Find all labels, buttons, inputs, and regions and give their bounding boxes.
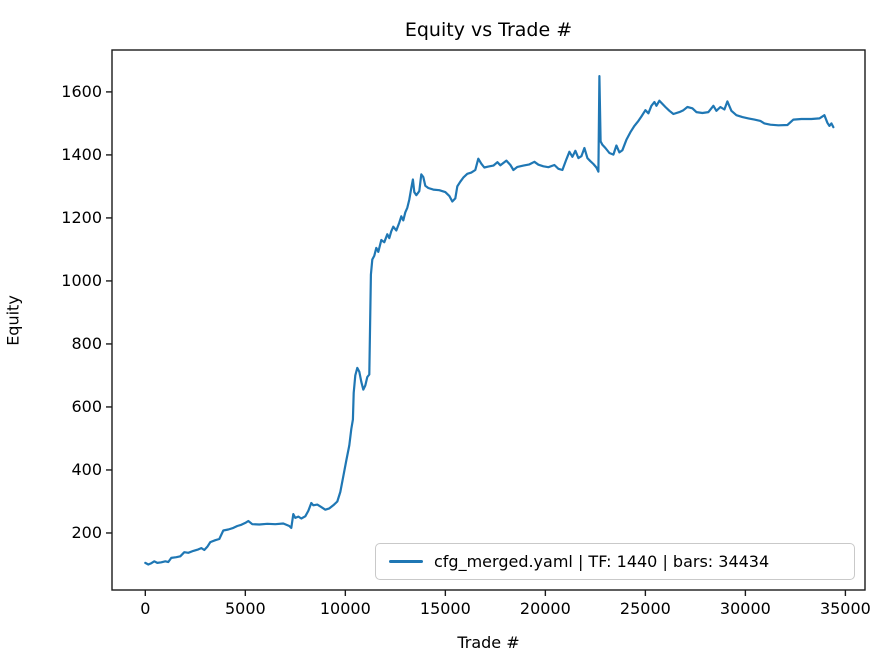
y-tick-label: 1600: [61, 81, 102, 101]
legend-line-sample: [389, 560, 423, 563]
y-tick-label: 600: [71, 396, 102, 416]
chart-title: Equity vs Trade #: [404, 19, 573, 41]
y-tick-label: 1200: [61, 207, 102, 227]
x-tick-label: 25000: [619, 599, 671, 618]
tick-marks: [106, 91, 847, 596]
x-tick-label: 35000: [819, 599, 871, 618]
y-tick-label: 400: [71, 459, 102, 479]
legend-label: cfg_merged.yaml | TF: 1440 | bars: 34434: [434, 552, 770, 571]
x-tick-label: 5000: [224, 599, 266, 618]
axis-spines: [111, 49, 866, 591]
x-tick-label: 0: [140, 599, 151, 618]
y-tick-label: 1000: [61, 270, 102, 290]
legend: cfg_merged.yaml | TF: 1440 | bars: 34434: [375, 543, 855, 580]
y-tick-label: 800: [71, 333, 102, 353]
x-tick-label: 15000: [419, 599, 471, 618]
equity-line: [144, 74, 835, 566]
x-tick-label: 30000: [719, 599, 771, 618]
x-tick-label: 20000: [519, 599, 571, 618]
x-tick-label: 10000: [319, 599, 371, 618]
y-axis-label: Equity: [3, 295, 23, 346]
y-tick-label: 1400: [61, 144, 102, 164]
x-axis-label: Trade #: [457, 633, 520, 652]
y-tick-label: 200: [71, 522, 102, 542]
